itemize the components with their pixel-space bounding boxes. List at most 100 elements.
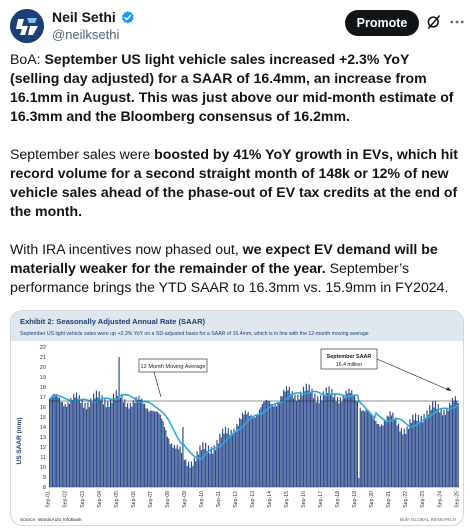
saar-bar	[189, 467, 191, 487]
saar-bar	[200, 450, 202, 487]
saar-bar	[379, 426, 381, 487]
saar-bar	[155, 411, 157, 487]
more-options-icon[interactable]	[448, 13, 466, 31]
saar-bar	[224, 426, 227, 487]
y-tick-label: 13	[40, 435, 46, 441]
saar-bar	[254, 417, 256, 487]
promote-button[interactable]: Promote	[345, 10, 419, 36]
saar-bar	[329, 393, 332, 487]
saar-bar	[73, 393, 75, 487]
saar-bar	[378, 424, 380, 487]
saar-bar	[84, 402, 86, 487]
saar-bar	[382, 425, 384, 487]
saar-bar	[405, 433, 407, 487]
saar-bar	[399, 431, 401, 487]
saar-bar	[207, 445, 210, 487]
saar-bar	[273, 406, 275, 487]
saar-bar	[243, 414, 245, 487]
saar-bar	[63, 406, 65, 487]
annotation-saar-label: September SAAR	[327, 354, 372, 360]
x-tick-label: Sep-06	[131, 491, 137, 508]
saar-bar	[359, 407, 361, 487]
saar-bar	[362, 410, 364, 487]
saar-bar	[444, 414, 446, 487]
x-tick-label: Sep-04	[97, 491, 103, 508]
saar-bar	[188, 461, 190, 487]
saar-bar	[416, 420, 418, 487]
saar-bar	[434, 401, 437, 487]
saar-bar	[304, 391, 306, 487]
x-tick-label: Sep-21	[386, 491, 392, 508]
author-name[interactable]: Neil Sethi	[52, 9, 116, 25]
saar-bar	[171, 443, 173, 487]
saar-bar	[407, 429, 410, 487]
saar-bar	[71, 399, 73, 487]
saar-bar	[398, 423, 400, 487]
saar-bar	[409, 419, 411, 487]
chart-watermark: BofA GLOBAL RESEARCH	[400, 517, 456, 522]
saar-bar	[151, 410, 153, 487]
saar-bar	[233, 428, 235, 487]
saar-bar	[366, 410, 368, 487]
tweet-paragraph-2: September sales were boosted by 41% YoY …	[10, 145, 462, 221]
saar-bar	[219, 433, 221, 487]
saar-bar	[202, 442, 204, 487]
saar-bar	[50, 396, 52, 487]
x-tick-label: Sep-17	[318, 491, 324, 508]
grok-icon[interactable]	[425, 13, 443, 31]
saar-bar	[456, 400, 458, 487]
saar-bar	[331, 388, 333, 487]
saar-bar	[182, 427, 184, 487]
chart-image[interactable]: Exhibit 2: Seasonally Adjusted Annual Ra…	[10, 310, 464, 526]
saar-bar	[351, 390, 353, 487]
saar-bar	[142, 403, 144, 487]
saar-bar	[178, 449, 180, 487]
saar-chart: Exhibit 2: Seasonally Adjusted Annual Ra…	[11, 311, 463, 523]
saar-bar	[91, 402, 93, 487]
saar-bar	[98, 391, 100, 487]
saar-bar	[275, 406, 278, 487]
saar-bar	[423, 413, 425, 487]
saar-bar	[422, 422, 424, 487]
saar-bar	[206, 451, 208, 487]
x-tick-label: Sep-03	[80, 491, 86, 508]
avatar[interactable]	[10, 9, 44, 43]
saar-bar	[158, 413, 160, 487]
saar-bar	[180, 452, 183, 487]
y-tick-label: 21	[40, 355, 46, 361]
saar-bar	[90, 398, 92, 487]
y-tick-label: 16	[40, 405, 46, 411]
saar-bar	[389, 411, 391, 487]
saar-bar	[209, 453, 211, 487]
x-tick-label: Sep-19	[352, 491, 358, 508]
author-handle[interactable]: @neilksethi	[52, 27, 120, 42]
saar-bar	[250, 414, 252, 487]
saar-bar	[268, 401, 271, 487]
saar-bar	[94, 398, 96, 487]
saar-bar	[195, 461, 197, 487]
saar-bar	[280, 396, 282, 487]
saar-bar	[183, 460, 185, 487]
chart-source: Source: WardsAuto InfoBank	[20, 517, 82, 523]
saar-bar	[386, 415, 388, 487]
saar-bar	[49, 399, 51, 487]
y-axis-label: US SAAR (mm)	[16, 418, 23, 465]
saar-bar	[324, 395, 326, 487]
saar-bar	[436, 408, 438, 487]
saar-bar	[342, 394, 344, 487]
saar-bar	[335, 401, 337, 487]
saar-bar	[169, 444, 171, 487]
saar-bar	[308, 384, 310, 487]
saar-bar	[134, 402, 136, 487]
saar-bar	[132, 400, 134, 487]
saar-bar	[241, 412, 244, 487]
saar-bar	[257, 413, 259, 487]
saar-bar	[97, 397, 99, 487]
saar-bar	[437, 404, 439, 487]
tweet-text-segment: September sales were	[10, 146, 155, 162]
chart-subtitle: September US light vehicle sales were up…	[20, 331, 369, 337]
moving-average-line	[49, 390, 459, 461]
x-tick-label: Sep-11	[216, 491, 222, 507]
saar-bar	[244, 410, 246, 487]
saar-bar	[56, 393, 58, 487]
